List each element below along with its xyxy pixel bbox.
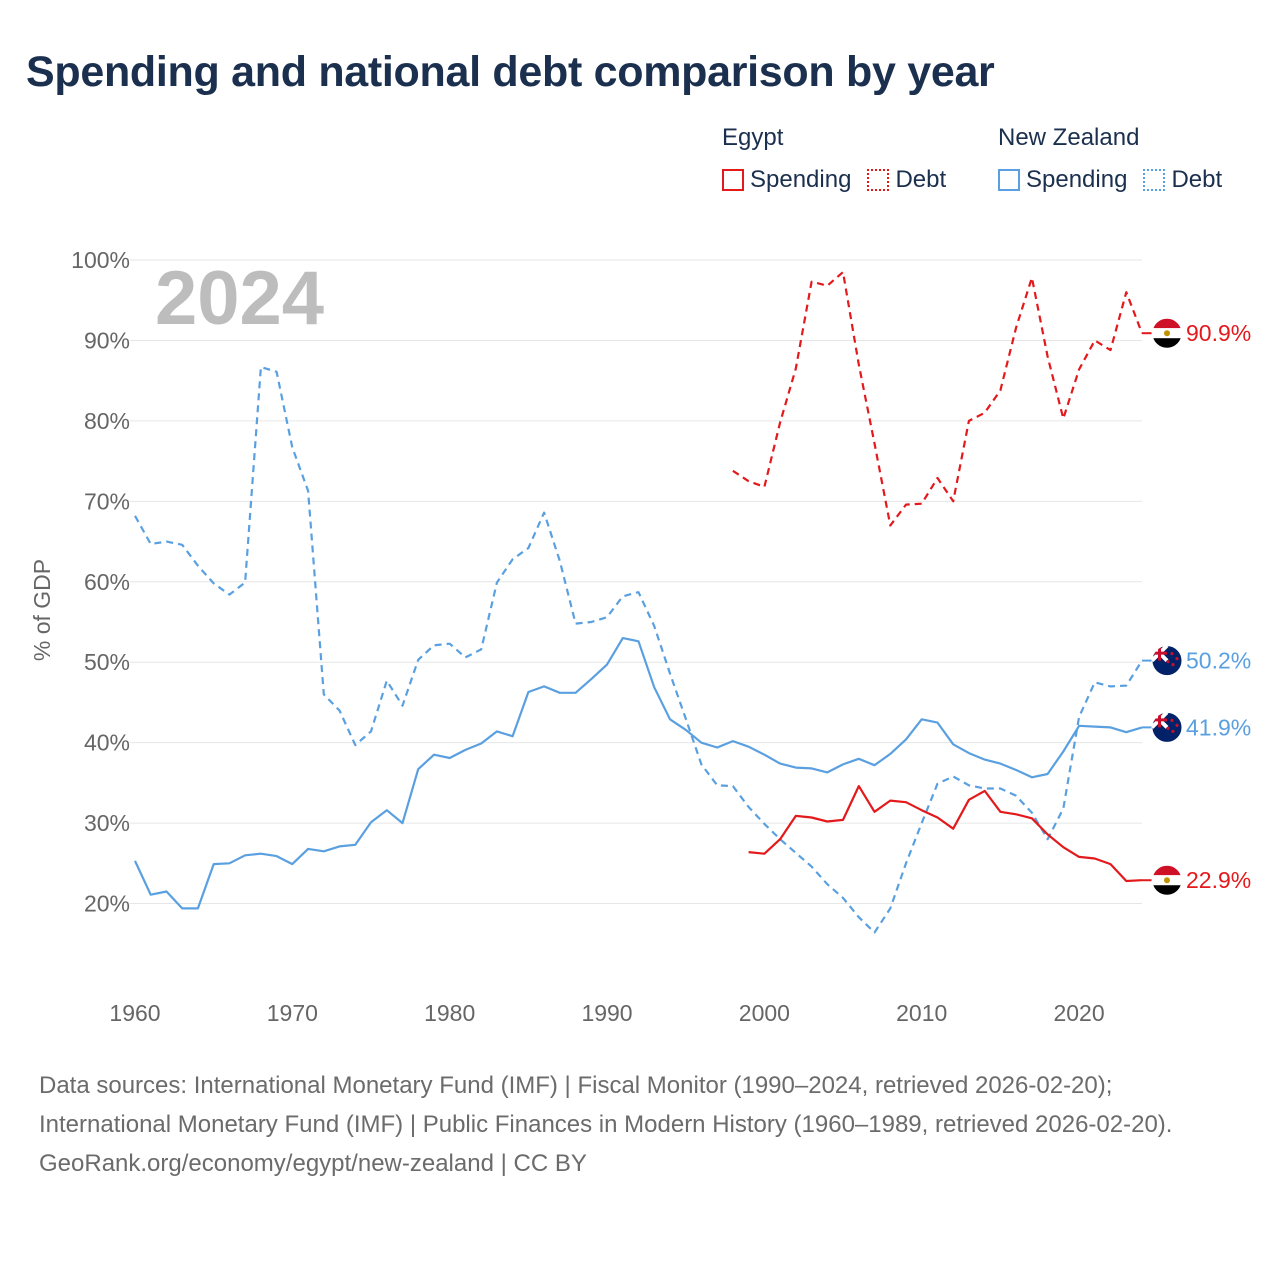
x-tick-label: 1970 (267, 1000, 318, 1026)
solid-line-swatch-icon (722, 169, 744, 191)
x-tick-label: 2010 (896, 1000, 947, 1026)
y-tick-label: 100% (71, 247, 130, 273)
y-tick-label: 60% (84, 569, 130, 595)
y-axis-label: % of GDP (29, 559, 55, 661)
x-tick-label: 2000 (739, 1000, 790, 1026)
footer: Data sources: International Monetary Fun… (39, 1066, 1239, 1183)
gridlines (130, 259, 1142, 905)
legend-egypt-spending[interactable]: Spending (722, 166, 851, 194)
legend-egypt-debt-label: Debt (895, 166, 947, 193)
series-line-egypt-spending[interactable] (748, 785, 1143, 883)
end-value-label: 90.9% (1186, 320, 1251, 346)
solid-line-swatch-icon (998, 169, 1020, 191)
line-chart: 20% 30% 40% 50% 60% 70% 80% 90% 100% 1960 1970 198… (29, 247, 1251, 1026)
y-axis-ticks: 20% 30% 40% 50% 60% 70% 80% 90% 100% (71, 247, 130, 917)
x-axis-ticks: 1960 1970 1980 1990 2000 2010 2020 (109, 1000, 1104, 1026)
nz-flag-icon (1151, 711, 1183, 743)
y-tick-label: 20% (84, 891, 130, 917)
end-value-label: 50.2% (1186, 648, 1251, 674)
legend-egypt: Egypt Spending Debt (722, 124, 962, 194)
legend-egypt-debt[interactable]: Debt (867, 166, 946, 194)
y-tick-label: 30% (84, 810, 130, 836)
nz-flag-icon (1151, 645, 1183, 677)
x-tick-label: 1990 (581, 1000, 632, 1026)
legend-egypt-spending-label: Spending (750, 166, 852, 193)
legend-nz-spending-label: Spending (1026, 166, 1128, 193)
egypt-flag-icon (1151, 317, 1183, 349)
y-tick-label: 90% (84, 327, 130, 353)
dotted-line-swatch-icon (867, 169, 890, 191)
dotted-line-swatch-icon (1143, 169, 1166, 191)
legend-nz-spending[interactable]: Spending (998, 166, 1127, 194)
series-line-new-zealand-debt[interactable] (134, 365, 1143, 934)
y-tick-label: 70% (84, 488, 130, 514)
series-line-egypt-debt[interactable] (732, 271, 1144, 527)
egypt-flag-icon (1151, 864, 1183, 896)
legend-egypt-label: Egypt (722, 124, 784, 151)
series-line-new-zealand-spending[interactable] (134, 637, 1143, 910)
legend-nz: New Zealand Spending Debt (998, 124, 1238, 194)
credit-link[interactable]: GeoRank.org/economy/egypt/new-zealand | … (39, 1150, 587, 1177)
legend-nz-debt-label: Debt (1171, 166, 1223, 193)
end-value-label: 22.9% (1186, 867, 1251, 893)
y-tick-label: 40% (84, 730, 130, 756)
legend-nz-debt[interactable]: Debt (1143, 166, 1222, 194)
chart-title: Spending and national debt comparison by… (26, 48, 995, 96)
y-tick-label: 80% (84, 408, 130, 434)
end-value-label: 41.9% (1186, 714, 1251, 740)
x-tick-label: 2020 (1053, 1000, 1104, 1026)
x-tick-label: 1980 (424, 1000, 475, 1026)
series-lines (134, 271, 1144, 934)
y-tick-label: 50% (84, 649, 130, 675)
legend-nz-label: New Zealand (998, 124, 1140, 151)
x-tick-label: 1960 (109, 1000, 160, 1026)
end-markers: 90.9% 50.2% 41.9% 22.9% (1142, 317, 1251, 896)
data-sources: Data sources: International Monetary Fun… (39, 1072, 1173, 1138)
year-label: 2024 (155, 256, 324, 341)
